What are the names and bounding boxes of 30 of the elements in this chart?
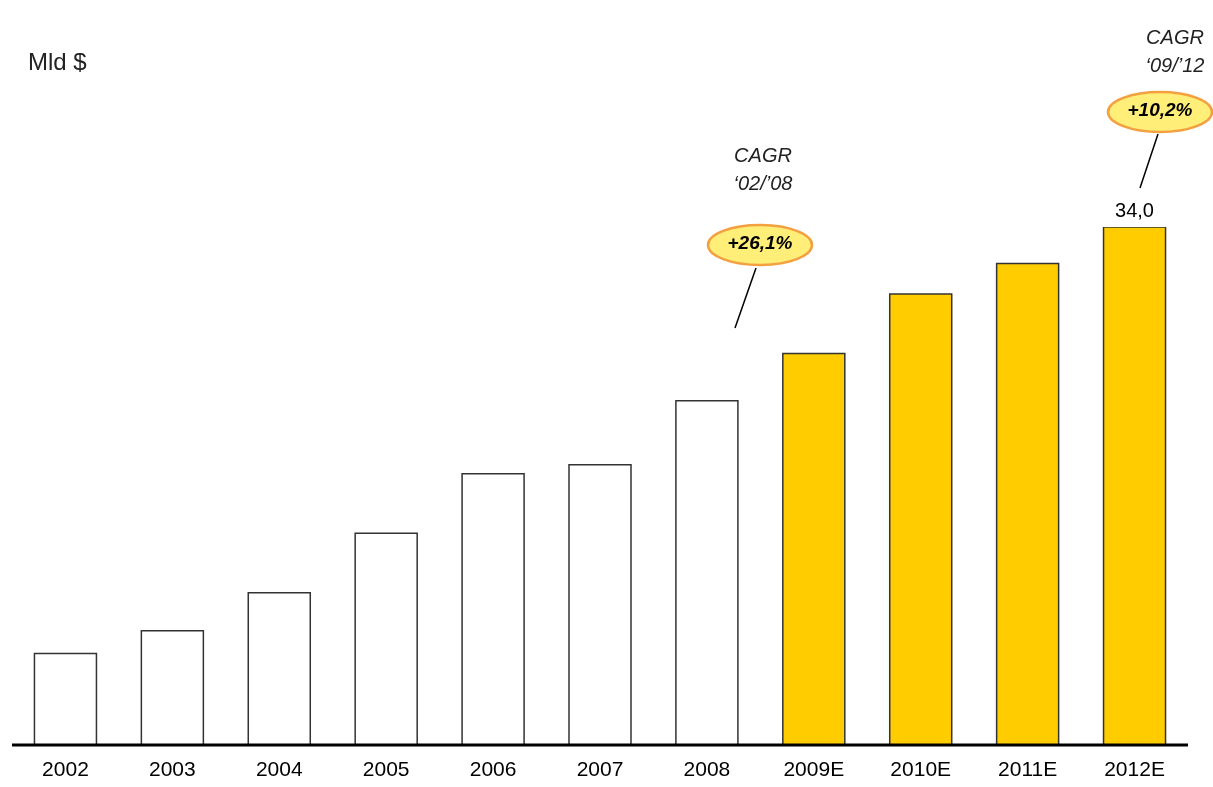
text: CAGR [1145,26,1205,49]
x-tick-label: 2006 [469,756,517,780]
bar [782,352,846,745]
x-tick-label: 2002 [42,756,89,780]
x-tick-label: 2008 [683,756,731,780]
x-tick-label: 2009E [783,756,845,780]
bar [1102,227,1167,745]
bar [888,293,953,745]
x-tick-label: 2012E [1104,756,1165,780]
bar [33,652,98,745]
annotation: +26,1% [726,232,794,254]
bar [675,399,739,745]
x-tick-label: 2007 [576,756,624,780]
data-label: 34,0 [1115,199,1155,221]
text: +10,2% [1126,99,1194,121]
bar [461,473,525,745]
text: ‘09/’12 [1144,54,1206,77]
text: CAGR [733,144,793,167]
bar [568,463,632,745]
x-tick-label: 2010E [890,756,952,780]
x-tick-label: 2004 [255,756,303,780]
bar [247,591,312,745]
text: ‘02/’08 [732,172,794,195]
bar [354,532,418,745]
bar [995,262,1060,745]
bar [140,629,205,745]
x-tick-label: 2005 [362,756,410,780]
text: Mld $ [28,48,87,76]
x-tick-label: 2003 [149,756,196,780]
x-tick-label: 2011E [998,756,1058,780]
